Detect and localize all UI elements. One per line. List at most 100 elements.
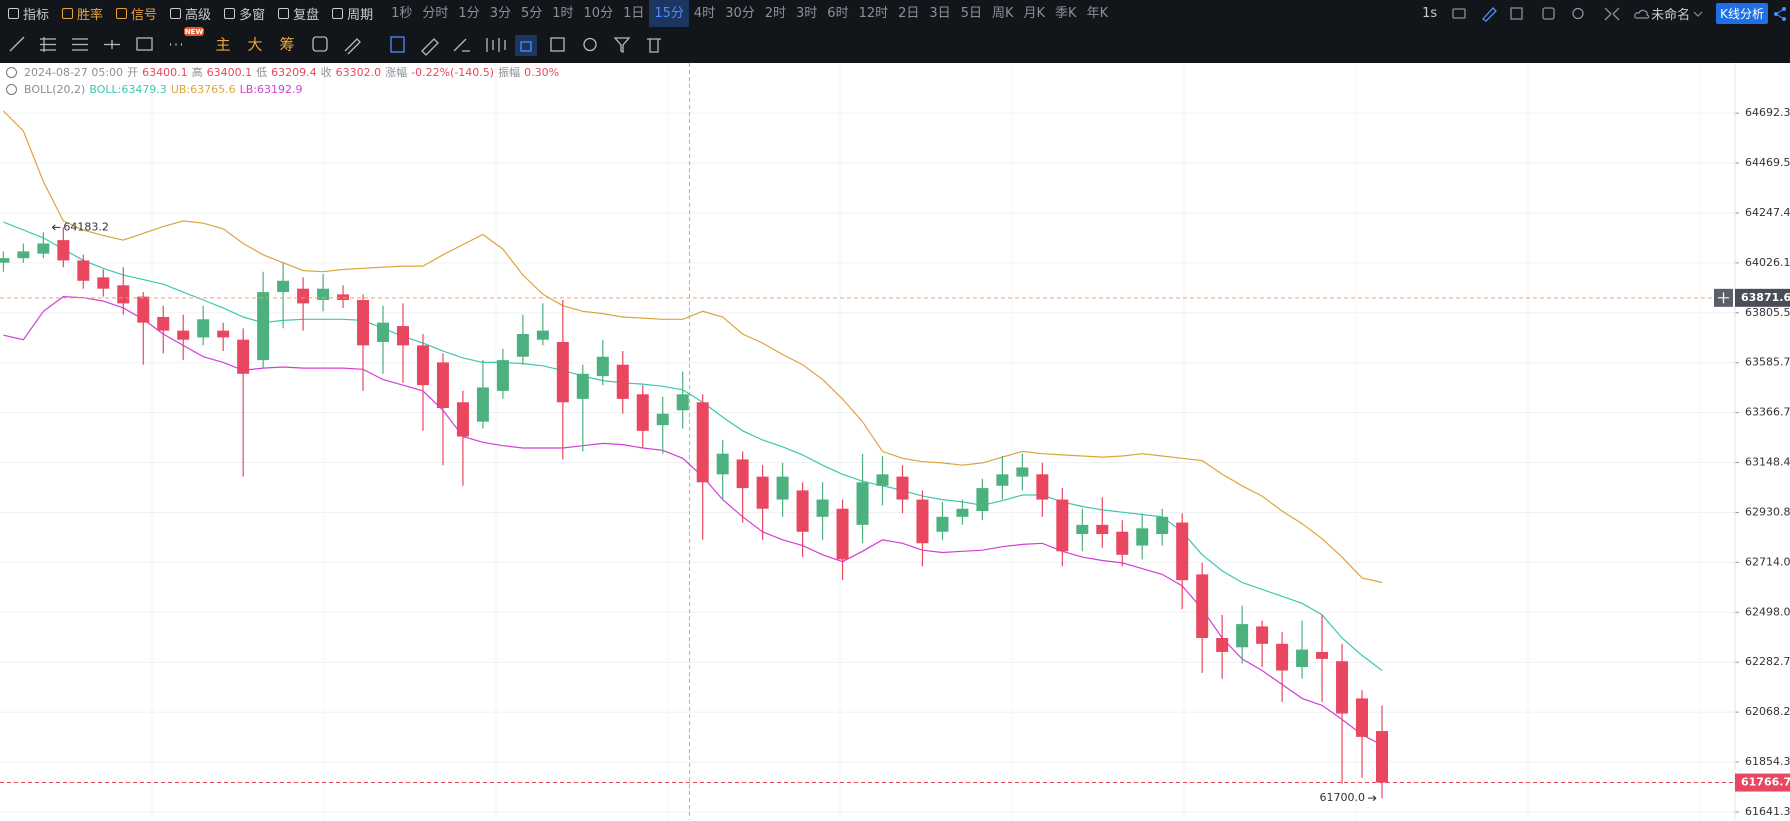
candle-body bbox=[0, 258, 10, 263]
delete-tool[interactable] bbox=[647, 38, 661, 53]
cloud-icon bbox=[1634, 9, 1650, 19]
period-button[interactable]: 分时 bbox=[422, 6, 449, 21]
candle-body bbox=[1036, 474, 1049, 500]
candle-body bbox=[1236, 624, 1249, 648]
line-tool[interactable] bbox=[9, 36, 25, 52]
analysis-button[interactable]: K线分析 bbox=[1716, 3, 1768, 24]
select-tool[interactable] bbox=[390, 36, 405, 53]
layout-name[interactable]: 未命名 bbox=[1633, 4, 1706, 23]
fullscreen-icon[interactable] bbox=[1599, 0, 1625, 27]
y-tick-label: 63148.4 bbox=[1745, 456, 1790, 469]
pen-icon[interactable] bbox=[1482, 7, 1498, 22]
period-button[interactable]: 1秒 bbox=[391, 6, 413, 21]
tool-button[interactable]: 复盘 bbox=[272, 0, 326, 27]
candle-body bbox=[1056, 499, 1069, 552]
candle-body bbox=[1216, 638, 1229, 652]
collapse-icon[interactable] bbox=[6, 67, 17, 78]
period-button[interactable]: 4时 bbox=[693, 6, 716, 21]
settings-icon[interactable] bbox=[1572, 7, 1584, 20]
period-button[interactable]: 2日 bbox=[898, 6, 920, 21]
fib-tool[interactable] bbox=[72, 38, 88, 51]
candle-body bbox=[596, 356, 609, 377]
period-button[interactable]: 5日 bbox=[960, 6, 982, 21]
tool-button[interactable]: 胜率 bbox=[56, 0, 110, 27]
y-tick-label: 62068.2 bbox=[1745, 705, 1790, 718]
period-button[interactable]: 30分 bbox=[725, 6, 755, 21]
candle-body bbox=[257, 292, 270, 361]
y-tick-label: 62930.8 bbox=[1745, 505, 1790, 518]
period-button[interactable]: 3分 bbox=[489, 6, 511, 21]
period-button[interactable]: 1分 bbox=[458, 6, 480, 21]
camera-icon[interactable] bbox=[1452, 8, 1466, 19]
share-icon[interactable] bbox=[1768, 0, 1790, 27]
candle-body bbox=[157, 317, 170, 331]
mode-button[interactable]: 主 bbox=[215, 36, 230, 54]
y-tick-label: 62282.7 bbox=[1745, 655, 1790, 668]
period-button[interactable]: 1时 bbox=[552, 6, 574, 21]
ruler-tool[interactable] bbox=[421, 38, 439, 56]
period-button[interactable]: 季K bbox=[1055, 6, 1077, 21]
y-tick-label: 62714.0 bbox=[1745, 555, 1790, 568]
mode-button[interactable]: 筹 bbox=[279, 36, 294, 54]
rect-tool[interactable] bbox=[136, 37, 153, 51]
period-button[interactable]: 10分 bbox=[583, 6, 614, 21]
period-button[interactable]: 月K bbox=[1023, 6, 1046, 21]
candle-body bbox=[1176, 522, 1189, 581]
candle-body bbox=[696, 402, 709, 483]
brush-tool[interactable] bbox=[453, 38, 470, 52]
period-button[interactable]: 2时 bbox=[764, 6, 787, 21]
candle-body bbox=[1336, 661, 1349, 714]
lock-tool[interactable] bbox=[520, 41, 532, 52]
indicator-name: BOLL(20,2) bbox=[24, 83, 86, 96]
candle-body bbox=[1256, 626, 1269, 644]
tool-button[interactable]: 周期 bbox=[326, 0, 380, 27]
tool-button[interactable]: 指标 bbox=[2, 0, 56, 27]
filter-tool[interactable] bbox=[613, 37, 631, 54]
period-button[interactable]: 15分 bbox=[649, 0, 689, 27]
candle-body bbox=[217, 330, 230, 338]
value: 63400.1 bbox=[206, 66, 253, 79]
period-button[interactable]: 年K bbox=[1086, 6, 1109, 21]
collapse-icon[interactable] bbox=[6, 84, 17, 95]
period-button[interactable]: 1日 bbox=[623, 6, 645, 21]
label: 收 bbox=[320, 66, 332, 79]
hline-tool[interactable] bbox=[104, 40, 120, 49]
badge-bg bbox=[184, 27, 204, 36]
window-icon[interactable] bbox=[1510, 7, 1523, 20]
drawing-toolbar: NEW 主大筹 bbox=[0, 27, 1790, 63]
measure-tool[interactable] bbox=[312, 36, 328, 52]
magnet-tool[interactable] bbox=[583, 37, 597, 52]
candle-body bbox=[357, 300, 370, 346]
candle-body bbox=[117, 285, 130, 304]
candle-tool[interactable] bbox=[486, 38, 506, 52]
record-icon[interactable] bbox=[1542, 7, 1555, 20]
mode-button[interactable]: 大 bbox=[247, 36, 262, 54]
candle-body bbox=[1316, 651, 1329, 659]
period-button[interactable]: 3日 bbox=[929, 6, 951, 21]
tool-button[interactable]: 多窗 bbox=[218, 0, 272, 27]
drawing-toolbar-bg bbox=[0, 27, 1790, 63]
value: 63400.1 bbox=[142, 66, 188, 79]
candle-body bbox=[856, 482, 869, 525]
candle-body bbox=[576, 373, 589, 399]
period-button[interactable]: 周K bbox=[991, 6, 1014, 21]
period-button[interactable]: 3时 bbox=[796, 6, 818, 21]
toolbar-right: 1s 未命名 K线分析 bbox=[1422, 0, 1790, 27]
layout-name-text: 未命名 bbox=[1651, 8, 1691, 23]
y-tick-label: 63585.7 bbox=[1745, 356, 1790, 369]
tool-button[interactable]: 信号 bbox=[110, 0, 164, 27]
y-tick-label: 64692.3 bbox=[1745, 106, 1790, 119]
legend-entry: UB:63765.6 bbox=[170, 83, 236, 96]
candle-body bbox=[317, 288, 330, 301]
interval[interactable]: 1s bbox=[1422, 6, 1438, 21]
period-button[interactable]: 6时 bbox=[827, 6, 849, 21]
candle-body bbox=[476, 387, 489, 422]
legend-entry: LB:63192.9 bbox=[239, 83, 303, 96]
crosshair-price: 63871.6 bbox=[1741, 291, 1790, 304]
parallel-tool[interactable] bbox=[40, 37, 56, 52]
note-tool[interactable] bbox=[550, 37, 565, 52]
pencil-tool[interactable] bbox=[344, 38, 361, 55]
period-button[interactable]: 5分 bbox=[520, 6, 543, 21]
tool-button[interactable]: 高级 bbox=[164, 0, 218, 27]
period-button[interactable]: 12时 bbox=[858, 6, 889, 21]
